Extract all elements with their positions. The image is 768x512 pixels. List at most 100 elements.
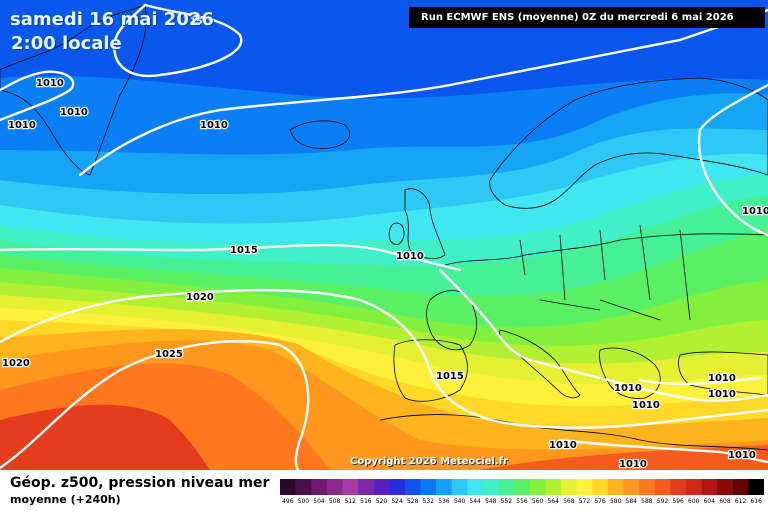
isobar-label: 1010 bbox=[36, 78, 64, 89]
scale-label: 548 bbox=[485, 498, 497, 505]
scale-swatch bbox=[670, 479, 687, 495]
scale-label: 524 bbox=[391, 498, 403, 505]
scale-label: 584 bbox=[625, 498, 637, 505]
scale-swatch bbox=[373, 479, 390, 495]
scale-swatch bbox=[498, 479, 515, 495]
isobar-label: 1010 bbox=[632, 400, 660, 411]
isobar bbox=[0, 243, 462, 272]
isobars bbox=[0, 3, 768, 470]
weather-map: 1010 1010 1010 1010 1010 1015 1020 1025 … bbox=[0, 0, 768, 470]
scale-label: 616 bbox=[750, 498, 762, 505]
isobar bbox=[0, 70, 75, 122]
scale-label: 580 bbox=[609, 498, 622, 505]
ireland-coast bbox=[388, 222, 405, 245]
map-subtitle: moyenne (+240h) bbox=[10, 493, 121, 506]
z500-band bbox=[0, 404, 210, 470]
isobar-label: 1010 bbox=[728, 450, 756, 461]
scale-swatch bbox=[295, 479, 312, 495]
scale-label: 592 bbox=[656, 498, 669, 505]
map-title: Géop. z500, pression niveau mer bbox=[10, 475, 270, 491]
scale-swatch bbox=[451, 479, 468, 495]
isobar bbox=[638, 376, 762, 386]
scale-label: 504 bbox=[313, 498, 325, 505]
isobar-label: 1010 bbox=[60, 107, 88, 118]
isobar-label: 1010 bbox=[614, 383, 642, 394]
iberia-coast bbox=[393, 339, 468, 402]
color-scale bbox=[280, 479, 764, 495]
isobar-label: 1010 bbox=[8, 120, 36, 131]
scale-label: 600 bbox=[688, 498, 700, 505]
scale-swatch bbox=[482, 479, 499, 495]
scale-label: 500 bbox=[297, 498, 310, 505]
scale-swatch bbox=[717, 479, 734, 495]
scale-swatch bbox=[436, 479, 453, 495]
scale-label: 588 bbox=[641, 498, 653, 505]
scale-label: 544 bbox=[469, 498, 481, 505]
iceland-coast bbox=[289, 120, 350, 149]
scale-label: 520 bbox=[375, 498, 388, 505]
scale-swatch bbox=[607, 479, 624, 495]
balkans-coast bbox=[599, 347, 661, 399]
scale-label: 612 bbox=[734, 498, 747, 505]
scale-swatch bbox=[748, 479, 764, 495]
scale-swatch bbox=[467, 479, 484, 495]
borders bbox=[519, 224, 691, 321]
scale-swatch bbox=[514, 479, 531, 495]
scale-label: 608 bbox=[719, 498, 731, 505]
isobar-labels: 1010 1010 1010 1010 1010 1015 1020 1025 … bbox=[1, 77, 768, 470]
scale-swatch bbox=[732, 479, 749, 495]
scale-swatch bbox=[576, 479, 593, 495]
scale-swatch bbox=[561, 479, 577, 495]
scale-label: 508 bbox=[328, 498, 341, 505]
scandinavia-coast bbox=[489, 77, 768, 209]
color-scale-labels: 496 500 504 508 512 516 520 524 528 532 536 540 544 5… bbox=[280, 498, 764, 508]
isobar bbox=[438, 268, 768, 402]
scale-label: 516 bbox=[360, 498, 372, 505]
anatolia-coast bbox=[678, 351, 768, 396]
isobar bbox=[113, 3, 243, 78]
north-africa-coast bbox=[379, 414, 768, 451]
greenland-coast bbox=[0, 4, 147, 176]
scale-swatch bbox=[311, 479, 328, 495]
britain-coast bbox=[404, 188, 446, 260]
scale-label: 556 bbox=[516, 498, 528, 505]
forecast-date: samedi 16 mai 2026 bbox=[10, 9, 214, 30]
scale-swatch bbox=[529, 479, 546, 495]
brittany-coast bbox=[426, 290, 478, 351]
date-superscript: 15 bbox=[190, 17, 203, 27]
footer: Géop. z500, pression niveau mer moyenne … bbox=[0, 470, 768, 512]
isobar-label: 1010 bbox=[396, 251, 424, 262]
copyright: Copyright 2026 Meteociel.fr bbox=[350, 456, 508, 467]
scale-label: 568 bbox=[563, 498, 575, 505]
scale-label: 576 bbox=[594, 498, 606, 505]
isobar bbox=[558, 438, 768, 464]
north-europe-coast bbox=[444, 233, 768, 266]
scale-label: 564 bbox=[547, 498, 559, 505]
scale-swatch bbox=[358, 479, 374, 495]
isobar-label: 1010 bbox=[549, 440, 577, 451]
scale-swatch bbox=[389, 479, 406, 495]
isobar bbox=[78, 8, 768, 177]
scale-label: 572 bbox=[578, 498, 591, 505]
scale-swatch bbox=[280, 479, 296, 495]
isobar-label: 1010 bbox=[200, 120, 228, 131]
forecast-hour: 2:00 locale bbox=[11, 33, 122, 54]
scale-swatch bbox=[404, 479, 421, 495]
isobar bbox=[697, 83, 768, 237]
scale-label: 540 bbox=[453, 498, 466, 505]
isobar bbox=[0, 288, 768, 429]
scale-label: 512 bbox=[344, 498, 356, 505]
isobar bbox=[0, 340, 310, 470]
scale-swatch bbox=[654, 479, 671, 495]
scale-swatch bbox=[701, 479, 718, 495]
scale-label: 536 bbox=[438, 498, 450, 505]
scale-swatch bbox=[342, 479, 359, 495]
scale-label: 604 bbox=[703, 498, 716, 505]
scale-swatch bbox=[639, 479, 656, 495]
scale-label: 552 bbox=[500, 498, 513, 505]
scale-swatch bbox=[685, 479, 702, 495]
scale-swatch bbox=[592, 479, 609, 495]
scale-label: 596 bbox=[672, 498, 684, 505]
isobar-label: 1020 bbox=[2, 358, 30, 369]
